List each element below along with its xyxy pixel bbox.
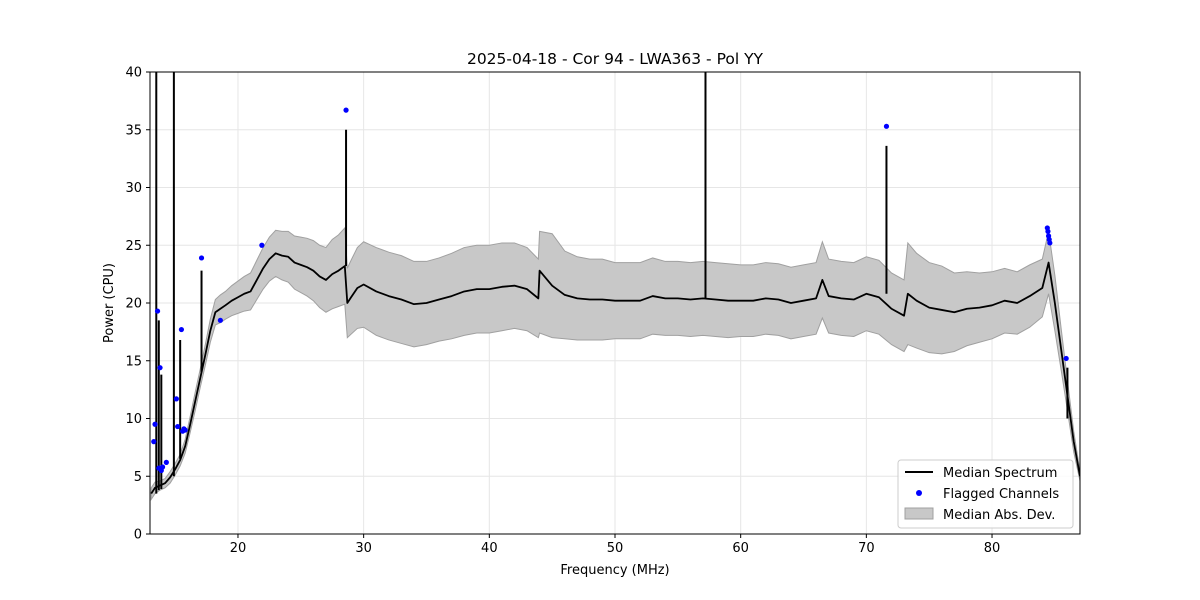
flagged-points-layer: [151, 107, 1069, 474]
flagged-point: [343, 107, 349, 113]
y-tick-label: 40: [125, 66, 142, 81]
flagged-point: [159, 464, 166, 470]
flagged-point: [157, 365, 163, 371]
flagged-point: [1045, 228, 1051, 234]
x-tick-label: 30: [355, 541, 372, 556]
x-tick-label: 20: [230, 541, 247, 556]
legend-label-mad: Median Abs. Dev.: [943, 508, 1055, 523]
x-tick-label: 50: [607, 541, 624, 556]
flagged-point: [182, 427, 188, 433]
flagged-point: [259, 242, 265, 248]
x-axis-label: Frequency (MHz): [560, 563, 669, 578]
y-tick-label: 20: [125, 297, 142, 312]
legend-band-swatch: [904, 507, 934, 520]
y-tick-label: 0: [134, 528, 142, 543]
flagged-point: [163, 459, 169, 465]
mad-band-layer: [150, 226, 1080, 502]
legend-point-swatch: [916, 490, 922, 496]
flagged-point: [198, 255, 205, 261]
legend-label-median: Median Spectrum: [943, 466, 1057, 481]
x-axis-ticks: 20 30 40 50 60 70 80: [230, 534, 1001, 556]
y-axis-label: Power (CPU): [102, 263, 117, 343]
y-axis-ticks: 0 5 10 15 20 25 30 35 40: [125, 66, 150, 543]
median-spectrum-line: [150, 252, 1080, 495]
x-tick-label: 60: [732, 541, 749, 556]
flagged-point: [1063, 355, 1069, 362]
y-tick-label: 5: [134, 470, 142, 485]
y-tick-label: 30: [125, 181, 142, 196]
y-tick-label: 15: [125, 354, 142, 369]
x-tick-label: 80: [984, 541, 1001, 556]
flagged-point: [152, 421, 158, 427]
flagged-point: [178, 326, 185, 333]
y-tick-label: 35: [125, 123, 142, 138]
chart-title: 2025-04-18 - Cor 94 - LWA363 - Pol YY: [467, 50, 764, 68]
flagged-point: [175, 423, 181, 430]
flagged-point: [173, 396, 179, 402]
flagged-point: [151, 439, 157, 445]
legend: Median Spectrum Flagged Channels Median …: [897, 459, 1074, 529]
mad-band: [150, 226, 1080, 502]
flagged-point: [1047, 240, 1053, 246]
flagged-point: [154, 308, 161, 314]
y-tick-label: 10: [125, 412, 142, 427]
x-tick-label: 40: [481, 541, 498, 556]
y-tick-label: 25: [125, 239, 142, 254]
flagged-point: [883, 123, 890, 129]
legend-box: [897, 459, 1074, 529]
legend-label-flagged: Flagged Channels: [943, 487, 1059, 502]
flagged-point: [217, 317, 223, 323]
x-tick-label: 70: [858, 541, 875, 556]
